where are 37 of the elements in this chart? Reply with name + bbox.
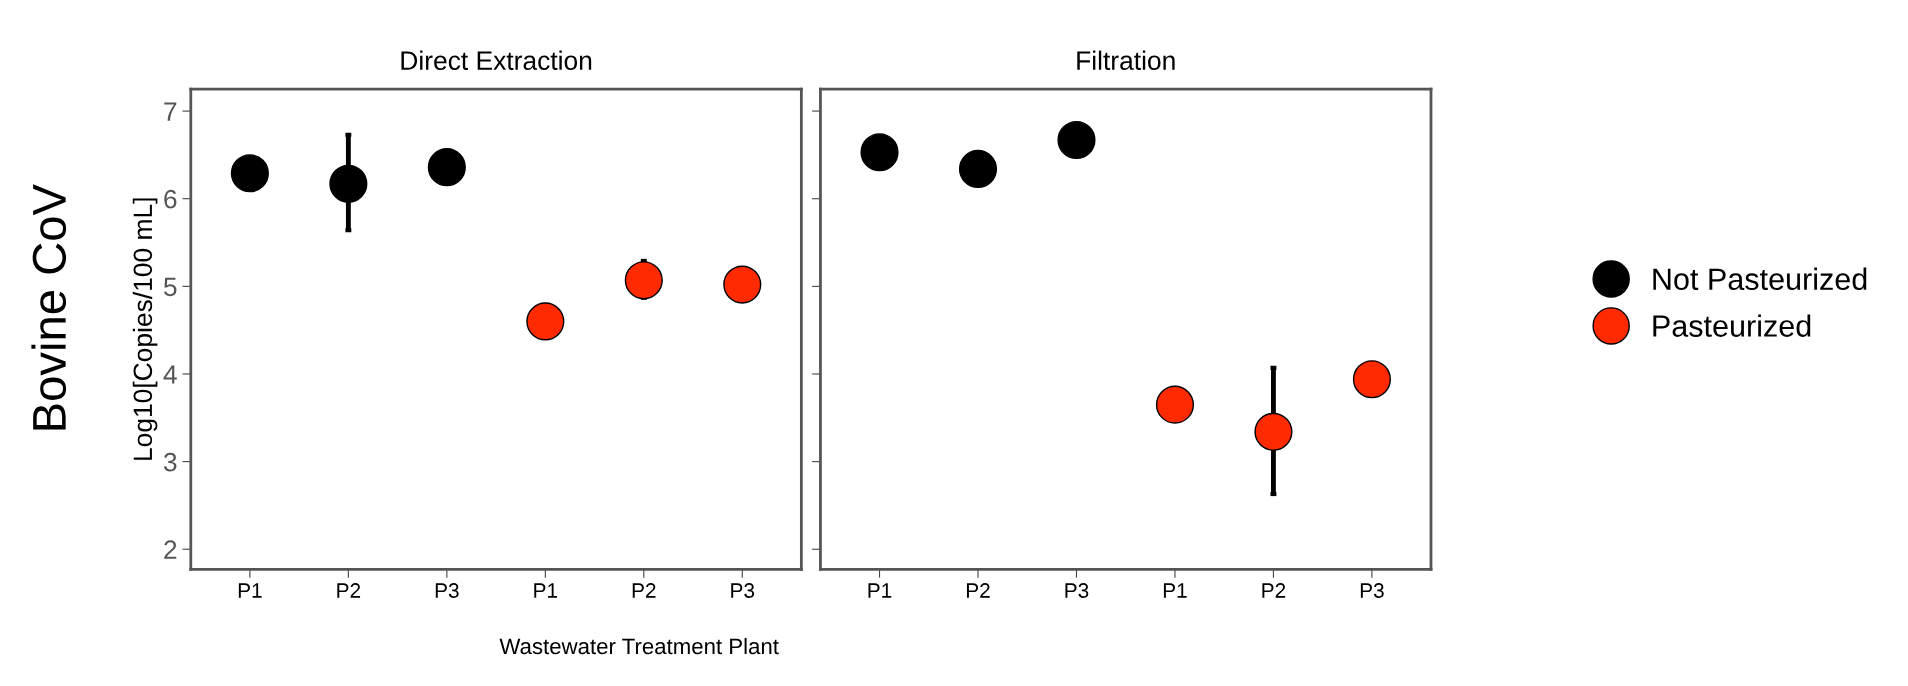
chart-title: Direct Extraction — [401, 50, 592, 70]
x-tick-label: P1 — [1163, 583, 1187, 598]
x-tick-label: P2 — [632, 583, 656, 598]
x-tick-label: P2 — [1262, 583, 1286, 598]
x-tick-label: P1 — [534, 583, 558, 598]
legend-label: Pasteurized — [1653, 314, 1811, 337]
x-tick-label: P3 — [1360, 583, 1384, 598]
point — [1352, 360, 1391, 399]
point — [860, 133, 899, 172]
point — [1057, 120, 1096, 160]
x-tick-label: P1 — [238, 583, 262, 598]
x-tick-label: P3 — [731, 583, 755, 598]
point — [329, 164, 368, 203]
y-axis-title: Log10[Copies/100 mL] — [132, 198, 158, 460]
y-tick-label: 6 — [164, 189, 177, 209]
x-tick-label: P3 — [435, 583, 459, 598]
point — [723, 265, 762, 304]
y-tick-label: 4 — [163, 365, 177, 384]
point — [624, 261, 663, 300]
y-tick-label: 7 — [164, 102, 177, 121]
x-tick-label: P1 — [868, 583, 892, 598]
x-tick-label: P3 — [1065, 583, 1089, 598]
point — [1254, 412, 1293, 451]
y-tick-label: 2 — [164, 540, 177, 559]
chart-title: Filtration — [1077, 50, 1175, 70]
text: Bovine CoV — [31, 184, 67, 430]
point — [230, 154, 269, 193]
legend-label: Not Pasteurized — [1653, 267, 1867, 291]
point — [427, 148, 466, 187]
x-tick-label: P2 — [337, 583, 361, 598]
text: Wastewater Treatment Plant — [499, 637, 779, 655]
point — [958, 149, 998, 188]
point — [526, 302, 565, 341]
y-tick-label: 5 — [163, 277, 177, 297]
point — [1155, 385, 1195, 424]
y-tick-label: 3 — [163, 452, 177, 472]
x-tick-label: P2 — [966, 583, 990, 598]
